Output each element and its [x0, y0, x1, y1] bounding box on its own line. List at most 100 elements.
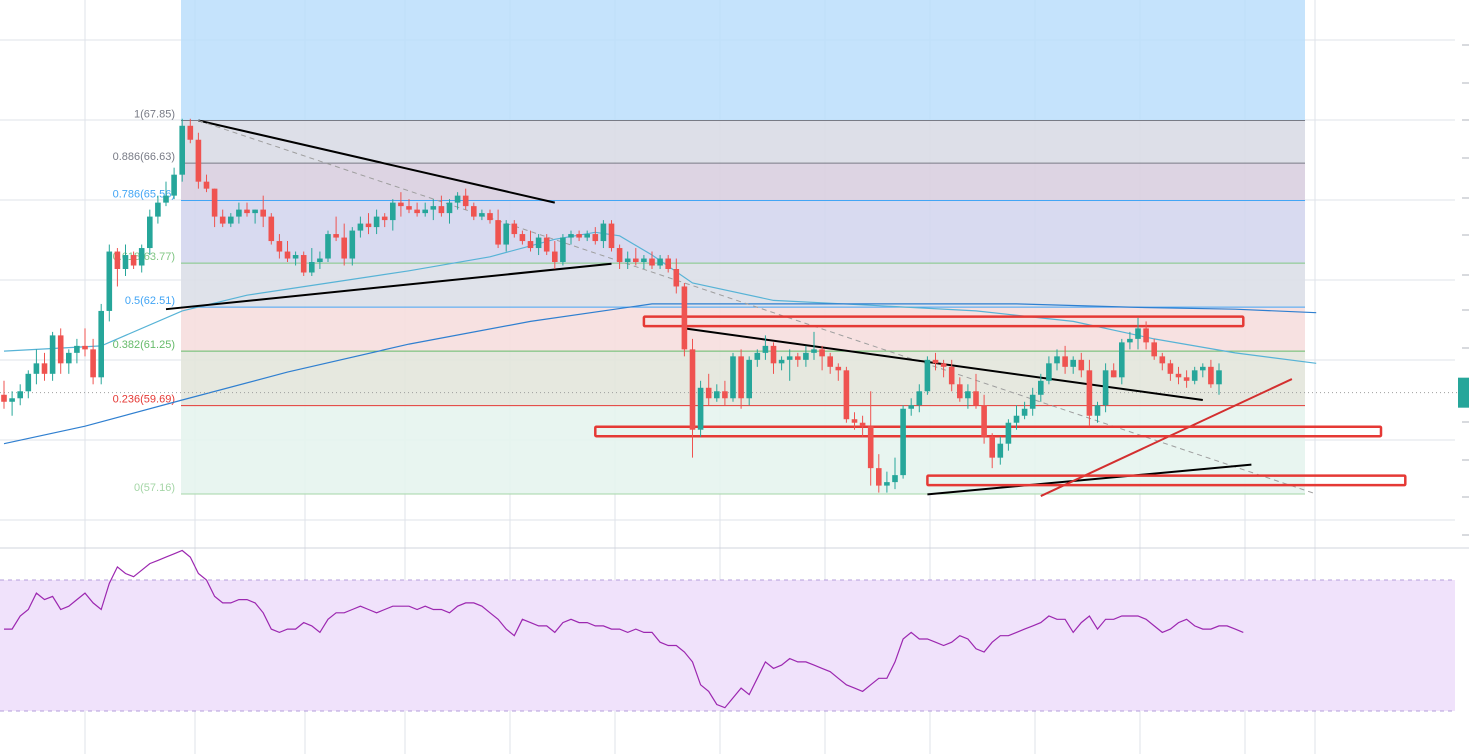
candle[interactable] — [252, 209, 258, 224]
candle[interactable] — [535, 234, 542, 256]
price-axis[interactable] — [1458, 44, 1469, 536]
candle[interactable] — [568, 230, 574, 245]
candle[interactable] — [147, 209, 153, 256]
candle[interactable] — [1119, 338, 1125, 385]
candle[interactable] — [211, 188, 218, 228]
candle[interactable] — [1070, 356, 1076, 374]
candle[interactable] — [82, 328, 88, 357]
candle[interactable] — [1, 380, 7, 409]
candle[interactable] — [989, 433, 995, 469]
candle[interactable] — [17, 384, 23, 406]
candle[interactable] — [948, 359, 955, 392]
candle[interactable] — [163, 181, 169, 207]
candle[interactable] — [122, 244, 129, 276]
candle[interactable] — [851, 412, 858, 430]
candle[interactable] — [827, 352, 833, 374]
candle[interactable] — [657, 255, 663, 270]
candle[interactable] — [381, 213, 388, 228]
candle[interactable] — [1038, 373, 1044, 402]
candle[interactable] — [965, 384, 971, 409]
candle[interactable] — [689, 338, 696, 458]
candle[interactable] — [422, 202, 428, 217]
candle[interactable] — [843, 366, 850, 423]
zone-rectangle[interactable] — [926, 474, 1407, 487]
candle[interactable] — [884, 471, 890, 493]
candle[interactable] — [795, 352, 801, 367]
candle[interactable] — [859, 415, 866, 437]
candle[interactable] — [770, 342, 777, 374]
candle[interactable] — [171, 167, 177, 200]
candle[interactable] — [981, 394, 987, 444]
candle[interactable] — [592, 227, 599, 245]
candle[interactable] — [584, 230, 590, 242]
trendline[interactable] — [198, 119, 556, 204]
candle[interactable] — [730, 352, 736, 402]
candle[interactable] — [309, 248, 315, 276]
candle[interactable] — [33, 349, 40, 385]
candle[interactable] — [932, 352, 939, 371]
candle[interactable] — [41, 352, 48, 381]
candle[interactable] — [1175, 366, 1182, 385]
candle[interactable] — [1135, 317, 1141, 350]
candle[interactable] — [1167, 359, 1174, 381]
trendline[interactable] — [165, 262, 612, 311]
candle[interactable] — [479, 209, 485, 221]
candle[interactable] — [705, 373, 712, 406]
candle[interactable] — [106, 244, 113, 322]
candle[interactable] — [1191, 366, 1198, 385]
rsi-pane[interactable] — [0, 549, 1455, 712]
last-price-marker[interactable] — [1458, 377, 1469, 408]
candle[interactable] — [608, 220, 615, 252]
candle[interactable] — [1127, 331, 1133, 350]
candle[interactable] — [641, 255, 647, 270]
candle[interactable] — [1216, 363, 1222, 395]
candle[interactable] — [924, 356, 931, 395]
candle[interactable] — [1151, 338, 1157, 360]
trendline[interactable] — [927, 463, 1252, 496]
candle[interactable] — [649, 251, 655, 270]
candle[interactable] — [236, 202, 242, 224]
candle[interactable] — [973, 373, 979, 409]
candle[interactable] — [49, 331, 56, 381]
candle[interactable] — [778, 356, 785, 371]
candle[interactable] — [786, 349, 793, 381]
candle[interactable] — [1005, 419, 1012, 451]
candle[interactable] — [203, 174, 210, 193]
zone-rectangle[interactable] — [594, 425, 1383, 438]
candle[interactable] — [9, 391, 15, 416]
candle[interactable] — [187, 118, 194, 144]
candle[interactable] — [357, 216, 364, 238]
candle[interactable] — [373, 209, 380, 235]
candle[interactable] — [835, 363, 842, 381]
candle[interactable] — [811, 331, 817, 360]
candle[interactable] — [616, 244, 623, 270]
candle[interactable] — [746, 356, 752, 406]
candle[interactable] — [1208, 359, 1214, 388]
candle[interactable] — [341, 223, 347, 266]
candle[interactable] — [155, 195, 161, 224]
candle[interactable] — [292, 251, 299, 266]
candle[interactable] — [697, 380, 704, 437]
candle[interactable] — [633, 248, 639, 266]
candle[interactable] — [1143, 321, 1149, 350]
candle[interactable] — [876, 454, 882, 493]
candle[interactable] — [195, 132, 202, 189]
candle[interactable] — [454, 192, 461, 210]
candle[interactable] — [665, 255, 671, 273]
candle[interactable] — [940, 359, 947, 378]
candle[interactable] — [1159, 352, 1166, 371]
candle[interactable] — [576, 230, 582, 242]
candle[interactable] — [446, 199, 453, 224]
candle[interactable] — [916, 384, 923, 413]
candle[interactable] — [349, 227, 356, 266]
candle[interactable] — [325, 230, 331, 263]
candle[interactable] — [228, 213, 234, 228]
candle[interactable] — [365, 213, 372, 235]
candle[interactable] — [1078, 352, 1085, 378]
candle[interactable] — [1054, 349, 1060, 371]
candle[interactable] — [462, 188, 469, 210]
candle[interactable] — [867, 391, 874, 486]
candle[interactable] — [543, 234, 550, 256]
candle[interactable] — [1110, 363, 1117, 378]
candle[interactable] — [738, 349, 744, 409]
